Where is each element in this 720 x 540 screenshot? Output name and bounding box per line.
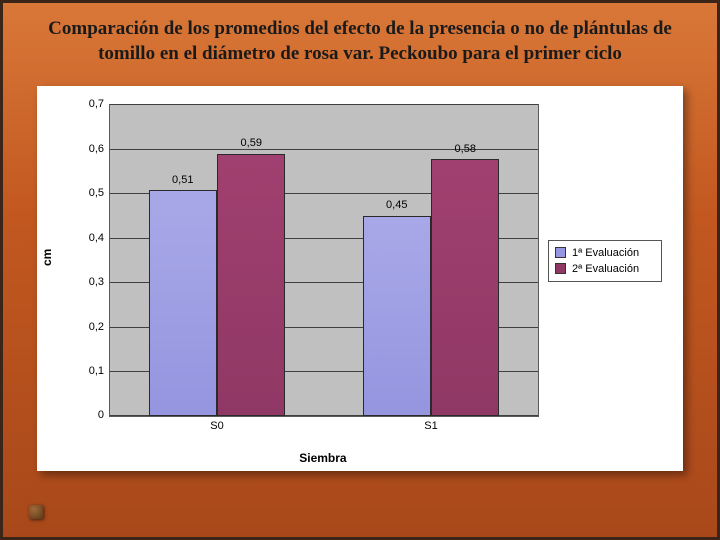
y-tick: 0,5 [89, 187, 104, 199]
data-label: 0,59 [241, 137, 262, 149]
legend-item-eval1: 1ª Evaluación [555, 245, 655, 261]
y-tick: 0 [98, 409, 104, 421]
chart-container: cm Siembra 0 0,1 0,2 0,3 0,4 0,5 0, [51, 98, 669, 459]
y-tick: 0,2 [89, 321, 104, 333]
legend-label: 1ª Evaluación [572, 247, 639, 259]
bar-s0-eval2 [217, 154, 285, 416]
legend-label: 2ª Evaluación [572, 263, 639, 275]
y-tick: 0,1 [89, 365, 104, 377]
legend-swatch-icon [555, 263, 566, 274]
bar-s0-eval1 [149, 190, 217, 417]
slide-title: Comparación de los promedios del efecto … [3, 3, 717, 76]
grid-line: 0,7 [110, 104, 538, 105]
slide-bullet-icon [29, 505, 43, 519]
data-label: 0,45 [386, 199, 407, 211]
x-tick: S0 [210, 420, 223, 432]
legend-item-eval2: 2ª Evaluación [555, 261, 655, 277]
bar-s1-eval1 [363, 216, 431, 416]
y-tick: 0,7 [89, 98, 104, 110]
y-axis-label: cm [40, 249, 54, 266]
y-tick: 0,3 [89, 276, 104, 288]
bar-s1-eval2 [431, 159, 499, 417]
y-tick: 0,4 [89, 232, 104, 244]
x-axis-label: Siembra [299, 451, 346, 465]
x-tick: S1 [424, 420, 437, 432]
y-tick: 0,6 [89, 143, 104, 155]
data-label: 0,58 [455, 143, 476, 155]
plot-area: 0 0,1 0,2 0,3 0,4 0,5 0,6 0,7 [109, 104, 539, 417]
data-label: 0,51 [172, 174, 193, 186]
legend: 1ª Evaluación 2ª Evaluación [548, 240, 662, 282]
chart-panel: cm Siembra 0 0,1 0,2 0,3 0,4 0,5 0, [37, 86, 683, 471]
legend-swatch-icon [555, 247, 566, 258]
